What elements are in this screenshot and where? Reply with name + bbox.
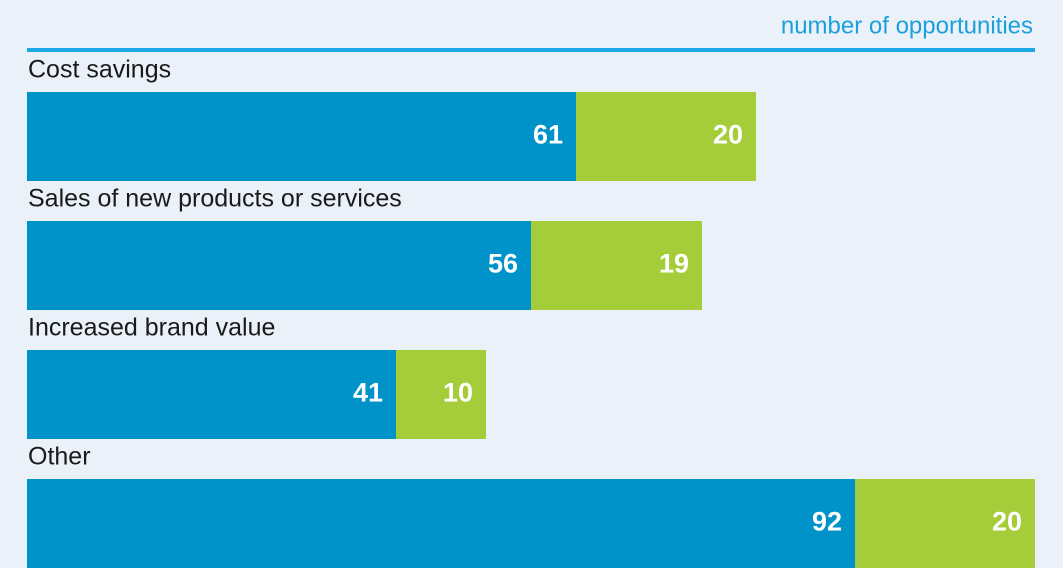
bar-segment bbox=[27, 350, 396, 439]
bar-segment bbox=[531, 221, 702, 310]
bar-segment bbox=[576, 92, 756, 181]
header-rule bbox=[27, 48, 1035, 52]
category-label: Increased brand value bbox=[28, 314, 275, 342]
bar-segment bbox=[27, 92, 576, 181]
bar-segment bbox=[27, 479, 855, 568]
value-label: 20 bbox=[992, 507, 1022, 537]
category-label: Sales of new products or services bbox=[28, 185, 402, 213]
value-label: 19 bbox=[659, 249, 689, 279]
bar-segment bbox=[396, 350, 486, 439]
bar-segment bbox=[855, 479, 1035, 568]
value-label: 10 bbox=[443, 378, 473, 408]
category-label: Other bbox=[28, 443, 91, 471]
value-label: 92 bbox=[812, 507, 842, 537]
value-label: 20 bbox=[713, 120, 743, 150]
bar-segment bbox=[27, 221, 531, 310]
value-label: 41 bbox=[353, 378, 383, 408]
value-label: 56 bbox=[488, 249, 518, 279]
category-label: Cost savings bbox=[28, 56, 171, 84]
value-label: 61 bbox=[533, 120, 563, 150]
chart-title: number of opportunities bbox=[781, 12, 1033, 39]
